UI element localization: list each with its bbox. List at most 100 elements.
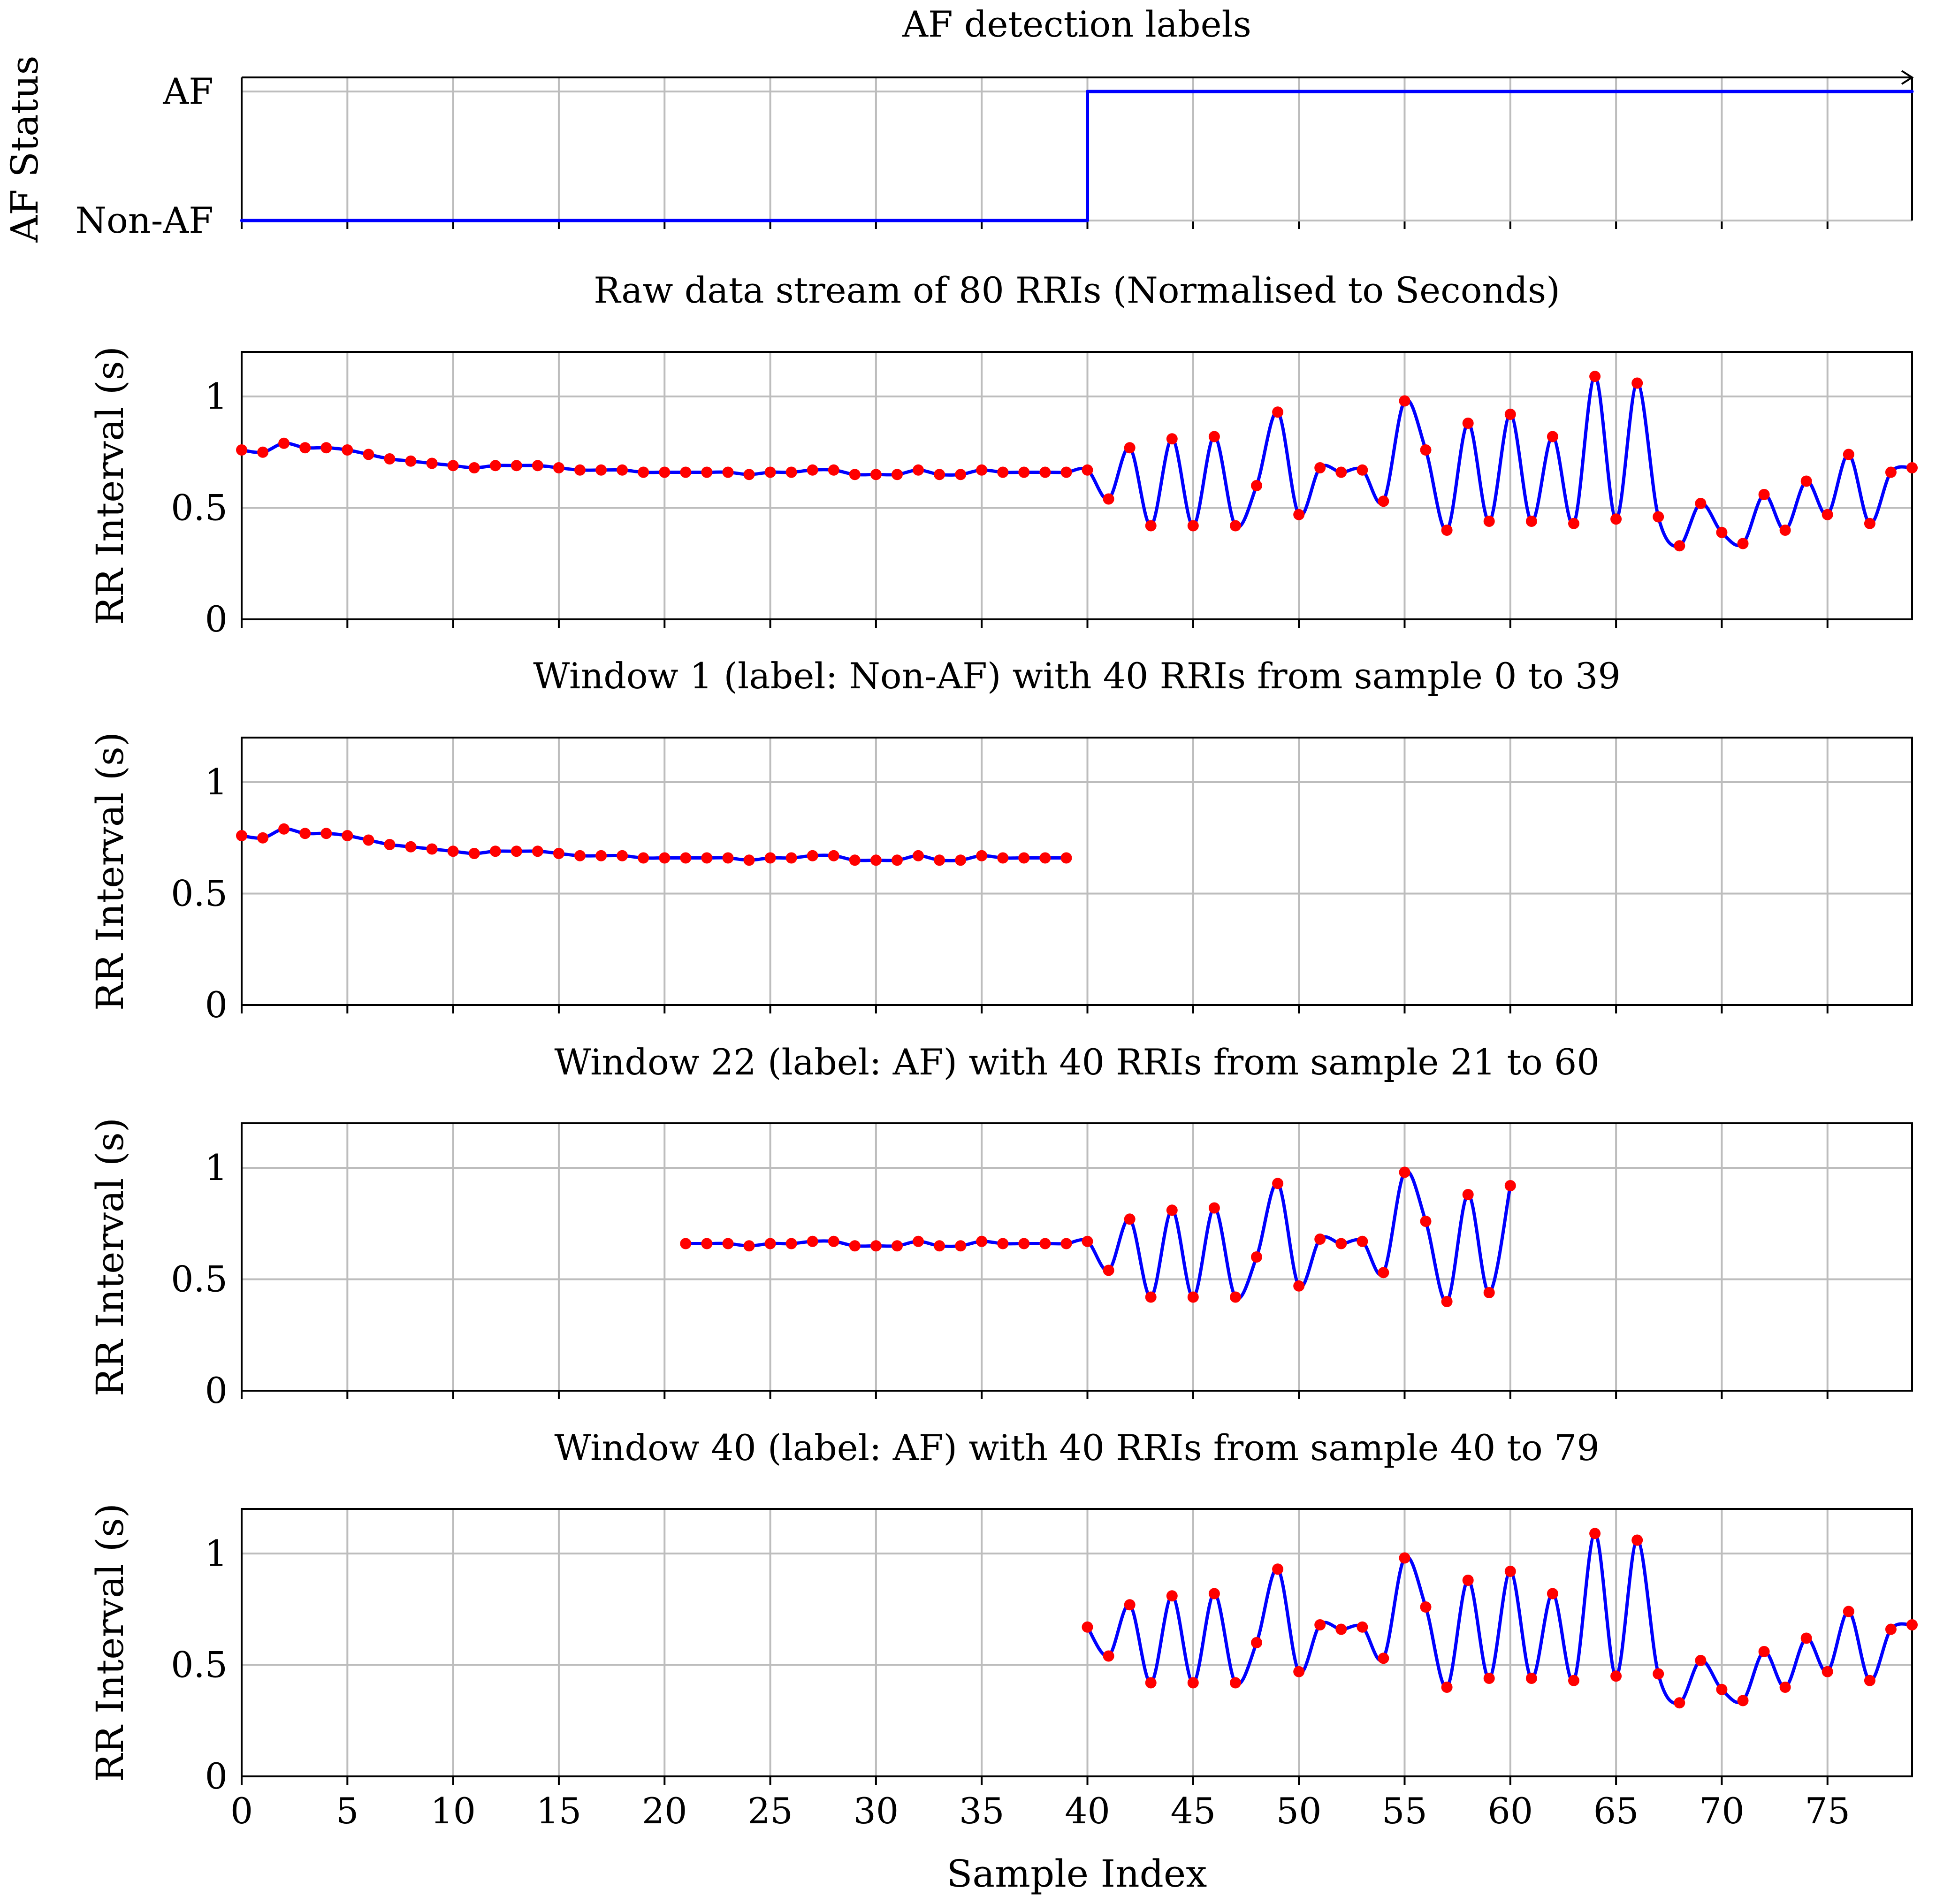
rri-point [1779, 1682, 1791, 1693]
rri-point [1060, 466, 1072, 478]
rri-point [426, 843, 438, 855]
panel-w22: Window 22 (label: AF) with 40 RRIs from … [88, 1041, 1913, 1411]
rri-point [976, 1235, 988, 1247]
rri-point [743, 1240, 755, 1252]
rri-point [892, 469, 903, 480]
panel-w1: Window 1 (label: Non-AF) with 40 RRIs fr… [88, 655, 1913, 1026]
y-axis-label: RR Interval (s) [88, 1118, 132, 1396]
rri-point [1441, 525, 1453, 536]
rri-point [299, 442, 311, 454]
rri-point [1335, 466, 1347, 478]
rri-point [1272, 1563, 1284, 1575]
rri-point [743, 469, 755, 480]
rri-point [934, 469, 945, 480]
y-tick-label: 0 [205, 598, 228, 640]
rri-point [1800, 1632, 1812, 1644]
rri-point [785, 466, 797, 478]
rri-line [684, 1169, 1512, 1303]
rri-point [934, 1240, 945, 1252]
rri-point [1653, 1668, 1664, 1680]
rri-point [1314, 1619, 1326, 1630]
rri-point [1166, 433, 1178, 445]
rri-point [955, 469, 967, 480]
y-axis-label: AF Status [3, 55, 46, 243]
rri-point [849, 1240, 861, 1252]
rri-point [934, 854, 945, 866]
rri-point [1737, 538, 1749, 549]
x-tick-label: 75 [1805, 1790, 1850, 1832]
rri-point [1039, 852, 1051, 864]
rri-point [1716, 526, 1728, 538]
rri-point [1251, 1251, 1262, 1263]
rri-point [532, 460, 543, 472]
rri-point [1314, 462, 1326, 473]
panel-title: Window 40 (label: AF) with 40 RRIs from … [554, 1427, 1599, 1469]
x-tick-label: 30 [854, 1790, 899, 1832]
rri-point [1504, 1566, 1516, 1577]
rri-point [1822, 509, 1833, 520]
rri-point [320, 828, 332, 839]
rri-point [1399, 395, 1410, 407]
rri-point [1589, 1528, 1601, 1539]
rri-point [363, 449, 374, 460]
rri-point [1462, 418, 1474, 429]
rri-point [722, 1238, 734, 1249]
rri-point [1695, 498, 1707, 509]
y-tick-label: 0 [205, 1370, 228, 1411]
panel-title: Window 22 (label: AF) with 40 RRIs from … [554, 1041, 1599, 1083]
rri-point [1843, 449, 1854, 460]
rri-point [1462, 1575, 1474, 1586]
rri-point [1737, 1695, 1749, 1706]
rri-point [1272, 1178, 1284, 1189]
rri-point [1293, 1280, 1305, 1292]
rri-point [1378, 1653, 1389, 1664]
rri-point [1504, 1180, 1516, 1191]
rri-point [828, 1235, 839, 1247]
rri-point [1357, 1235, 1368, 1247]
rri-point [870, 1240, 882, 1252]
rri-point [574, 464, 586, 476]
rri-point [997, 466, 1009, 478]
rri-point [617, 464, 628, 476]
panel-w40: Window 40 (label: AF) with 40 RRIs from … [88, 1427, 1918, 1896]
rri-point [511, 845, 522, 857]
rri-point [1166, 1590, 1178, 1602]
rri-line [1086, 1531, 1914, 1705]
panel-title: Raw data stream of 80 RRIs (Normalised t… [594, 269, 1560, 311]
rri-point [659, 466, 671, 478]
x-tick-label: 40 [1065, 1790, 1110, 1832]
rri-point [1230, 520, 1241, 532]
x-tick-label: 10 [430, 1790, 476, 1832]
y-tick-label: 1 [205, 1532, 228, 1574]
rri-point [1906, 462, 1918, 473]
rri-point [1060, 1238, 1072, 1249]
rri-point [1145, 1677, 1157, 1689]
x-tick-label: 15 [536, 1790, 582, 1832]
x-tick-label: 65 [1593, 1790, 1639, 1832]
rri-point [574, 850, 586, 861]
plot-frame [241, 737, 1913, 1006]
rri-point [489, 845, 501, 857]
y-tick-label: 1 [205, 761, 228, 803]
rri-point [638, 852, 649, 864]
y-axis-label: RR Interval (s) [88, 732, 132, 1011]
rri-point [870, 854, 882, 866]
rri-point [722, 466, 734, 478]
rri-point [1547, 1588, 1558, 1599]
rri-point [1378, 495, 1389, 507]
rri-point [1251, 1637, 1262, 1648]
x-tick-label: 25 [747, 1790, 793, 1832]
y-tick-label: 0 [205, 984, 228, 1026]
rri-point [1483, 1673, 1495, 1684]
rri-point [1695, 1655, 1707, 1666]
rri-point [405, 841, 417, 853]
plot-frame [241, 351, 1913, 620]
rri-point [1758, 489, 1770, 500]
panel-raw: Raw data stream of 80 RRIs (Normalised t… [88, 269, 1918, 640]
rri-point [1060, 852, 1072, 864]
plot-frame [241, 1508, 1913, 1777]
x-tick-label: 70 [1699, 1790, 1745, 1832]
rri-point [828, 850, 839, 861]
panel-af-labels: AF detection labels Non-AF AF AF Status [3, 3, 1914, 243]
panel-title: Window 1 (label: Non-AF) with 40 RRIs fr… [533, 655, 1621, 697]
